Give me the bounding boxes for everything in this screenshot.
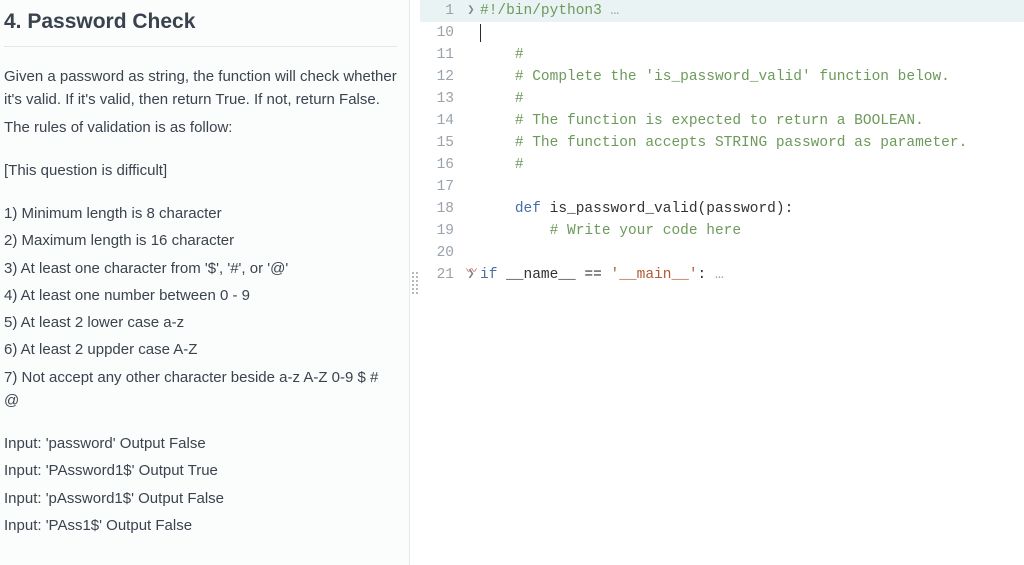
problem-panel: 4. Password Check Given a password as st…	[0, 0, 410, 565]
code-line[interactable]: 20	[420, 242, 1024, 264]
example-item: Input: 'PAssword1$' Output True	[4, 459, 397, 482]
code-content[interactable]: # The function accepts STRING password a…	[480, 132, 1024, 154]
code-line[interactable]: 18 def is_password_valid(password):	[420, 198, 1024, 220]
app-root: 4. Password Check Given a password as st…	[0, 0, 1024, 565]
line-number: 12	[420, 66, 462, 88]
rule-item: 2) Maximum length is 16 character	[4, 229, 397, 252]
rule-item: 6) At least 2 uppder case A-Z	[4, 338, 397, 361]
panel-splitter[interactable]	[410, 0, 420, 565]
line-number: 20	[420, 242, 462, 264]
code-content[interactable]: # The function is expected to return a B…	[480, 110, 1024, 132]
code-line[interactable]: 16 #	[420, 154, 1024, 176]
token: # The function accepts STRING password a…	[515, 135, 967, 151]
code-line[interactable]: 21〰❯if __name__ == '__main__': …	[420, 264, 1024, 286]
example-item: Input: 'pAssword1$' Output False	[4, 487, 397, 510]
code-content[interactable]	[480, 22, 1024, 44]
token: # The function is expected to return a B…	[515, 113, 924, 129]
text-cursor	[480, 24, 481, 42]
example-item: Input: 'password' Output False	[4, 432, 397, 455]
token: # Complete the 'is_password_valid' funct…	[515, 69, 950, 85]
code-content[interactable]: if __name__ == '__main__': …	[480, 264, 1024, 286]
code-line[interactable]: 12 # Complete the 'is_password_valid' fu…	[420, 66, 1024, 88]
token: # Write your code here	[550, 223, 741, 239]
token: …	[706, 267, 723, 283]
token: def	[515, 201, 550, 217]
line-number: 11	[420, 44, 462, 66]
code-line[interactable]: 11 #	[420, 44, 1024, 66]
rule-item: 5) At least 2 lower case a-z	[4, 311, 397, 334]
line-number: 13	[420, 88, 462, 110]
line-number: 17	[420, 176, 462, 198]
token: #	[515, 91, 524, 107]
code-content[interactable]: def is_password_valid(password):	[480, 198, 1024, 220]
code-content[interactable]: #!/bin/python3 …	[480, 0, 1024, 22]
token: #!/bin/python3	[480, 3, 602, 19]
token: #	[515, 47, 524, 63]
code-line[interactable]: 15 # The function accepts STRING passwor…	[420, 132, 1024, 154]
token: is_password_valid(password):	[550, 201, 794, 217]
problem-body: Given a password as string, the function…	[4, 65, 397, 537]
code-content[interactable]: #	[480, 44, 1024, 66]
problem-title: 4. Password Check	[4, 10, 397, 47]
token: :	[698, 267, 707, 283]
fold-arrow-icon[interactable]: ❯	[467, 0, 474, 21]
example-item: Input: 'PAss1$' Output False	[4, 514, 397, 537]
line-number: 14	[420, 110, 462, 132]
code-line[interactable]: 1❯ #!/bin/python3 …	[420, 0, 1024, 22]
code-line[interactable]: 10	[420, 22, 1024, 44]
code-content[interactable]: #	[480, 154, 1024, 176]
code-content[interactable]: # Complete the 'is_password_valid' funct…	[480, 66, 1024, 88]
line-number: 18	[420, 198, 462, 220]
code-line[interactable]: 17	[420, 176, 1024, 198]
line-number: 19	[420, 220, 462, 242]
line-number: 1	[420, 0, 462, 22]
gutter[interactable]: 〰❯	[462, 264, 480, 286]
gutter[interactable]: ❯	[462, 0, 480, 22]
code-content[interactable]	[480, 176, 1024, 198]
rule-item: 4) At least one number between 0 - 9	[4, 284, 397, 307]
code-line[interactable]: 13 #	[420, 88, 1024, 110]
editor-panel: 1❯#!/bin/python3 …1011 #12 # Complete th…	[420, 0, 1024, 565]
difficulty-note: [This question is difficult]	[4, 159, 397, 182]
token: if	[480, 267, 506, 283]
token: __name__ ==	[506, 267, 610, 283]
code-content[interactable]: # Write your code here	[480, 220, 1024, 242]
problem-paragraph: Given a password as string, the function…	[4, 65, 397, 112]
line-number: 10	[420, 22, 462, 44]
rule-item: 7) Not accept any other character beside…	[4, 366, 397, 413]
token: …	[602, 3, 619, 19]
line-number: 16	[420, 154, 462, 176]
fold-arrow-icon[interactable]: ❯	[467, 263, 474, 285]
code-line[interactable]: 14 # The function is expected to return …	[420, 110, 1024, 132]
line-number: 21	[420, 264, 462, 286]
rule-item: 3) At least one character from '$', '#',…	[4, 257, 397, 280]
code-editor[interactable]: 1❯#!/bin/python3 …1011 #12 # Complete th…	[420, 0, 1024, 286]
code-content[interactable]: #	[480, 88, 1024, 110]
token: #	[515, 157, 524, 173]
problem-paragraph: The rules of validation is as follow:	[4, 116, 397, 139]
token: '__main__'	[611, 267, 698, 283]
line-number: 15	[420, 132, 462, 154]
code-content[interactable]	[480, 242, 1024, 264]
drag-handle-icon	[412, 272, 418, 294]
code-line[interactable]: 19 # Write your code here	[420, 220, 1024, 242]
rule-item: 1) Minimum length is 8 character	[4, 202, 397, 225]
